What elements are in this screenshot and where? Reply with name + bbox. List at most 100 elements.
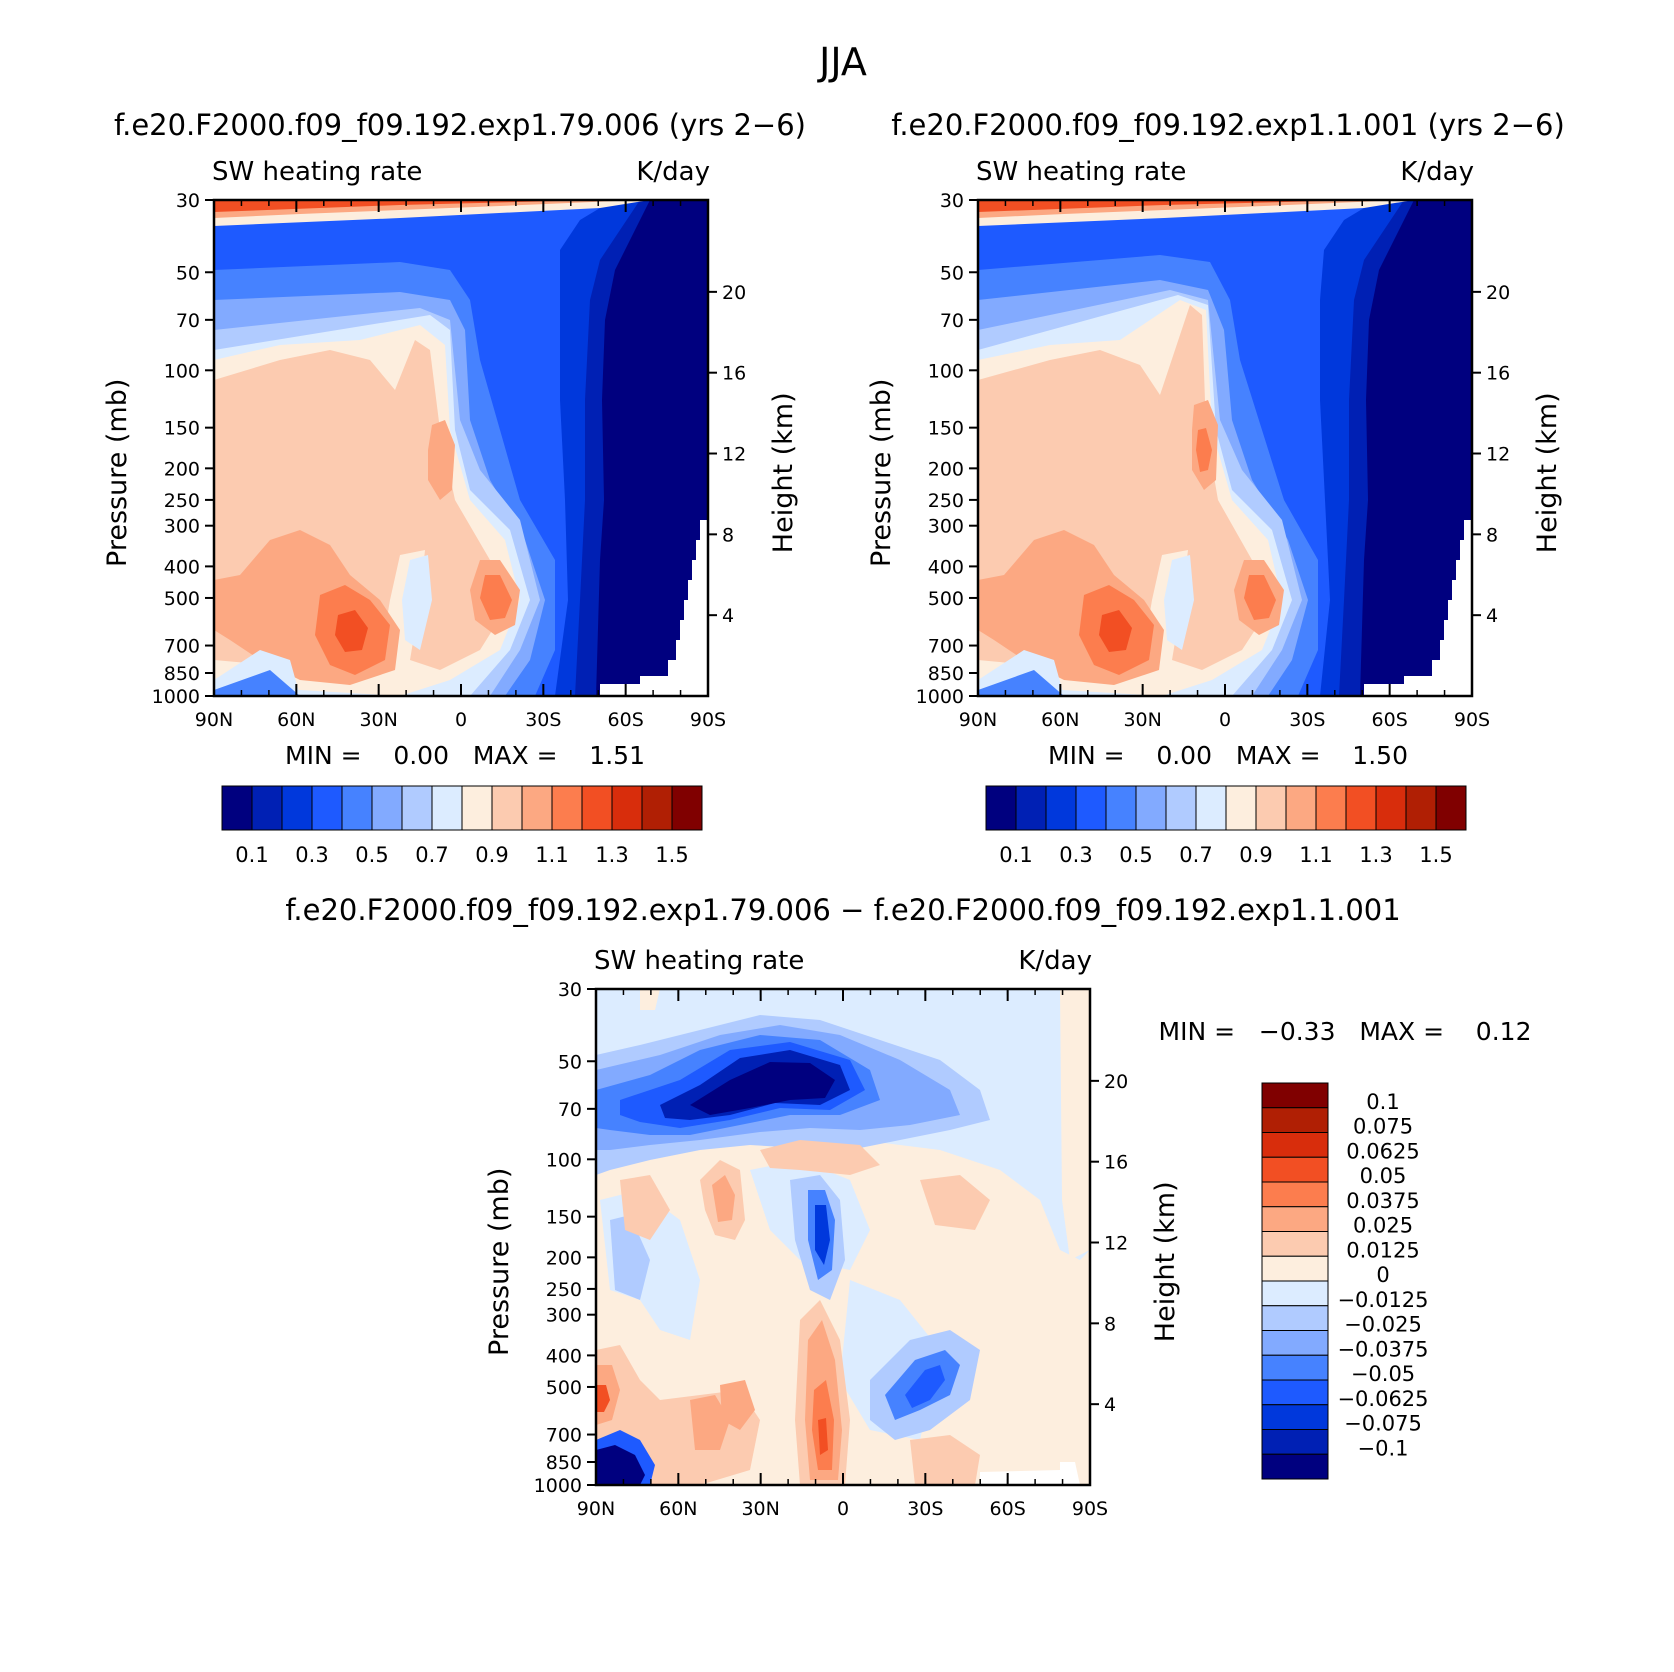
y-tick-label: 700 xyxy=(928,636,964,658)
y-tick-label: 150 xyxy=(546,1207,582,1229)
colorbar-box xyxy=(221,785,253,831)
colorbar-box xyxy=(1255,785,1287,831)
colorbar-label: 0.0625 xyxy=(1346,1139,1419,1163)
y-tick-label: 200 xyxy=(928,458,964,480)
colorbar-box xyxy=(461,785,493,831)
panel-c-upper-warm-3 xyxy=(760,1140,880,1175)
y-tick-label: 850 xyxy=(546,1452,582,1474)
colorbar-label: −0.075 xyxy=(1344,1412,1422,1436)
colorbar-box xyxy=(1261,1231,1329,1257)
panel-c-field xyxy=(596,989,1090,1485)
colorbar-label: −0.025 xyxy=(1344,1313,1422,1337)
y-right-tick-label: 16 xyxy=(1486,363,1510,385)
colorbar-box xyxy=(1261,1255,1329,1282)
panel-a-blob-3 xyxy=(428,420,455,500)
panel-c-mid-cool-3 xyxy=(815,1205,830,1265)
colorbar-box xyxy=(1165,785,1197,831)
colorbar-label: 0.1 xyxy=(999,843,1032,867)
x-tick-label: 60S xyxy=(608,709,644,731)
colorbar-label: 1.1 xyxy=(535,843,568,867)
panel-c-min-max: MIN = −0.33 MAX = 0.12 xyxy=(1159,1017,1532,1046)
colorbar-box xyxy=(1075,785,1107,831)
colorbar-label: 0.9 xyxy=(1239,843,1272,867)
colorbar-box xyxy=(1261,1156,1329,1183)
panel-c-left-string: SW heating rate xyxy=(594,946,804,976)
colorbar-box xyxy=(1261,1082,1329,1109)
panel-a-left-string: SW heating rate xyxy=(212,157,422,187)
x-tick-label: 30S xyxy=(1289,709,1325,731)
y-axis-title: Pressure (mb) xyxy=(102,379,133,567)
y-right-tick-label: 12 xyxy=(1104,1233,1128,1255)
x-tick-label: 90N xyxy=(195,709,233,731)
colorbar-label: 1.5 xyxy=(655,843,688,867)
y-tick-label: 1000 xyxy=(152,686,200,708)
y-right-tick-label: 20 xyxy=(1104,1071,1128,1093)
x-tick-label: 30S xyxy=(907,1498,943,1520)
y-tick-label: 30 xyxy=(558,979,582,1001)
y-tick-label: 250 xyxy=(164,490,200,512)
figure-title: JJA xyxy=(817,40,867,84)
panel-b-band-14 xyxy=(978,670,1064,696)
colorbar-box xyxy=(1261,1305,1329,1331)
colorbar-box xyxy=(641,785,673,831)
y-tick-label: 850 xyxy=(928,663,964,685)
y-axis-title: Pressure (mb) xyxy=(484,1168,515,1356)
panel-c-title: f.e20.F2000.f09_f09.192.exp1.79.006 − f.… xyxy=(285,893,1400,927)
colorbar-label: 1.3 xyxy=(1359,843,1392,867)
panel-b-colorbar: 0.1 0.3 0.5 0.7 0.9 1.1 1.3 1.5 xyxy=(985,785,1467,867)
colorbar-box xyxy=(1375,785,1407,831)
panel-c-warm-3 xyxy=(640,989,660,1010)
y-right-tick-label: 4 xyxy=(1486,605,1498,627)
y-tick-label: 150 xyxy=(928,418,964,440)
x-tick-label: 90N xyxy=(959,709,997,731)
y-right-axis-title: Height (km) xyxy=(1532,392,1563,553)
panel-b-min-max: MIN = 0.00 MAX = 1.50 xyxy=(1048,741,1408,770)
colorbar-box xyxy=(1261,1404,1329,1430)
x-tick-label: 90S xyxy=(1072,1498,1108,1520)
panel-a-blob-2 xyxy=(480,575,512,620)
panel-c-upper-warm-4 xyxy=(620,1175,670,1240)
y-tick-label: 1000 xyxy=(916,686,964,708)
colorbar-box xyxy=(1045,785,1077,831)
y-tick-label: 150 xyxy=(164,418,200,440)
y-tick-label: 30 xyxy=(940,190,964,212)
colorbar-box xyxy=(251,785,283,831)
y-right-axis-title: Height (km) xyxy=(768,392,799,553)
panel-a-units: K/day xyxy=(636,157,710,187)
colorbar-label: −0.05 xyxy=(1351,1362,1415,1386)
colorbar-box xyxy=(1015,785,1047,831)
panel-c-low-warm-10 xyxy=(910,1435,980,1485)
panel-b-field xyxy=(978,200,1472,696)
panel-a-colorbar: 0.1 0.3 0.5 0.7 0.9 1.1 1.3 1.5 xyxy=(221,785,703,867)
y-tick-label: 400 xyxy=(928,556,964,578)
panel-a-band-14 xyxy=(214,670,300,696)
colorbar-box xyxy=(1285,785,1317,831)
y-tick-label: 500 xyxy=(928,588,964,610)
colorbar-label: 1.5 xyxy=(1419,843,1452,867)
x-tick-label: 90S xyxy=(690,709,726,731)
panel-c: f.e20.F2000.f09_f09.192.exp1.79.006 − f.… xyxy=(285,893,1531,1520)
panel-b-blob-2 xyxy=(1244,575,1276,620)
x-tick-label: 0 xyxy=(455,709,467,731)
colorbar-box xyxy=(341,785,373,831)
y-tick-label: 700 xyxy=(164,636,200,658)
y-right-tick-label: 12 xyxy=(722,444,746,466)
colorbar-label: −0.0125 xyxy=(1337,1288,1428,1312)
x-tick-label: 60N xyxy=(277,709,315,731)
panel-b-units: K/day xyxy=(1400,157,1474,187)
panel-c-upper-warm-2 xyxy=(712,1175,735,1222)
panel-a-strat-3 xyxy=(214,200,600,212)
colorbar-box xyxy=(671,785,703,831)
x-tick-label: 30S xyxy=(525,709,561,731)
colorbar-label: −0.1 xyxy=(1358,1436,1409,1460)
panel-b: f.e20.F2000.f09_f09.192.exp1.1.001 (yrs … xyxy=(866,108,1565,867)
colorbar-box xyxy=(1195,785,1227,831)
colorbar-label: 0.7 xyxy=(415,843,448,867)
panel-a-field xyxy=(214,200,708,696)
panel-a-title: f.e20.F2000.f09_f09.192.exp1.79.006 (yrs… xyxy=(114,108,806,142)
colorbar-label: 0.0125 xyxy=(1346,1238,1419,1262)
colorbar-box xyxy=(371,785,403,831)
colorbar-box xyxy=(1261,1453,1329,1480)
